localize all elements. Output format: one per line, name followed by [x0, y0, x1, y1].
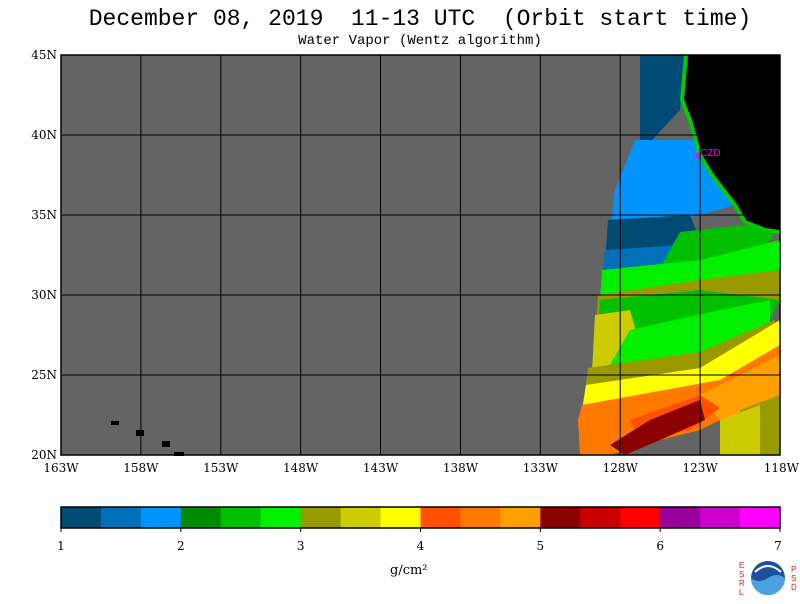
- lon-label: 133W: [523, 461, 559, 475]
- colorbar-swatch: [180, 507, 222, 528]
- lon-label: 148W: [283, 461, 319, 475]
- colorbar-tick-label: 7: [774, 539, 782, 553]
- colorbar-swatch: [340, 507, 382, 528]
- lat-label: 25N: [31, 368, 57, 382]
- band-yellow-se: [720, 405, 760, 455]
- band-orange: [578, 345, 780, 455]
- colorbar-units: g/cm²: [390, 563, 428, 578]
- colorbar-swatch: [420, 507, 461, 528]
- logo-letter: D: [791, 583, 797, 592]
- lon-label: 153W: [203, 461, 239, 475]
- colorbar-swatch: [300, 507, 342, 528]
- colorbar: [60, 506, 781, 529]
- colorbar-tick-label: 3: [297, 539, 305, 553]
- lat-label: 40N: [31, 128, 57, 142]
- latitude-labels: 45N 40N 35N 30N 25N 20N: [31, 48, 57, 462]
- lat-label: 35N: [31, 208, 57, 222]
- colorbar-swatch: [260, 507, 302, 528]
- coastline: [679, 54, 781, 234]
- lon-label: 163W: [43, 461, 79, 475]
- band-green-south: [610, 300, 770, 372]
- colorbar-swatch: [380, 507, 421, 528]
- colorbar-swatch: [740, 507, 781, 528]
- lon-label: 118W: [764, 461, 800, 475]
- station-marker: [695, 153, 701, 159]
- station-label: CZD: [700, 148, 721, 159]
- colorbar-swatch: [620, 507, 661, 528]
- colorbar-swatch: [700, 507, 741, 528]
- hawaii-islands: [111, 421, 184, 456]
- logo-letter: S: [791, 574, 796, 583]
- lon-label: 138W: [443, 461, 479, 475]
- page-subtitle: Water Vapor (Wentz algorithm): [298, 33, 542, 49]
- band-dark-red: [610, 400, 705, 455]
- colorbar-tick-label: 6: [656, 539, 664, 553]
- band-dark-blue: [640, 55, 686, 150]
- colorbar-tick-label: 2: [177, 539, 185, 553]
- colorbar-tick-label: 1: [57, 539, 65, 553]
- logo-letter: S: [739, 570, 744, 579]
- page-title: December 08, 2019 11-13 UTC (Orbit start…: [88, 6, 752, 32]
- colorbar-swatch: [580, 507, 621, 528]
- lat-label: 45N: [31, 48, 57, 62]
- colorbar-tick-label: 5: [537, 539, 545, 553]
- swath-data: [578, 55, 780, 455]
- logo-letter: R: [739, 579, 745, 588]
- graticule: [61, 55, 780, 455]
- band-bright-green: [600, 240, 780, 300]
- logo-letter: L: [739, 588, 744, 597]
- band-olive-south: [585, 320, 775, 395]
- colorbar-swatch: [61, 507, 102, 528]
- colorbar-swatch: [220, 507, 262, 528]
- lat-label: 20N: [31, 448, 57, 462]
- colorbar-tick-label: 4: [417, 539, 425, 553]
- colorbar-swatch: [500, 507, 541, 528]
- logo-letter: P: [791, 565, 796, 574]
- logo-letter: E: [739, 561, 744, 570]
- lon-label: 158W: [123, 461, 159, 475]
- lon-label: 123W: [682, 461, 718, 475]
- colorbar-swatch: [100, 507, 142, 528]
- colorbar-swatch: [660, 507, 701, 528]
- longitude-labels: 163W 158W 153W 148W 143W 138W 133W 128W 123W 118W: [43, 461, 799, 475]
- land-mass: [682, 55, 780, 232]
- lat-label: 30N: [31, 288, 57, 302]
- colorbar-swatch: [460, 507, 501, 528]
- lon-label: 143W: [363, 461, 399, 475]
- colorbar-ticks: 1 2 3 4 5 6 7: [57, 528, 782, 553]
- map-frame: [60, 54, 781, 456]
- band-yellow: [582, 320, 780, 410]
- colorbar-swatch: [540, 507, 581, 528]
- lon-label: 128W: [603, 461, 639, 475]
- colorbar-swatch: [140, 507, 182, 528]
